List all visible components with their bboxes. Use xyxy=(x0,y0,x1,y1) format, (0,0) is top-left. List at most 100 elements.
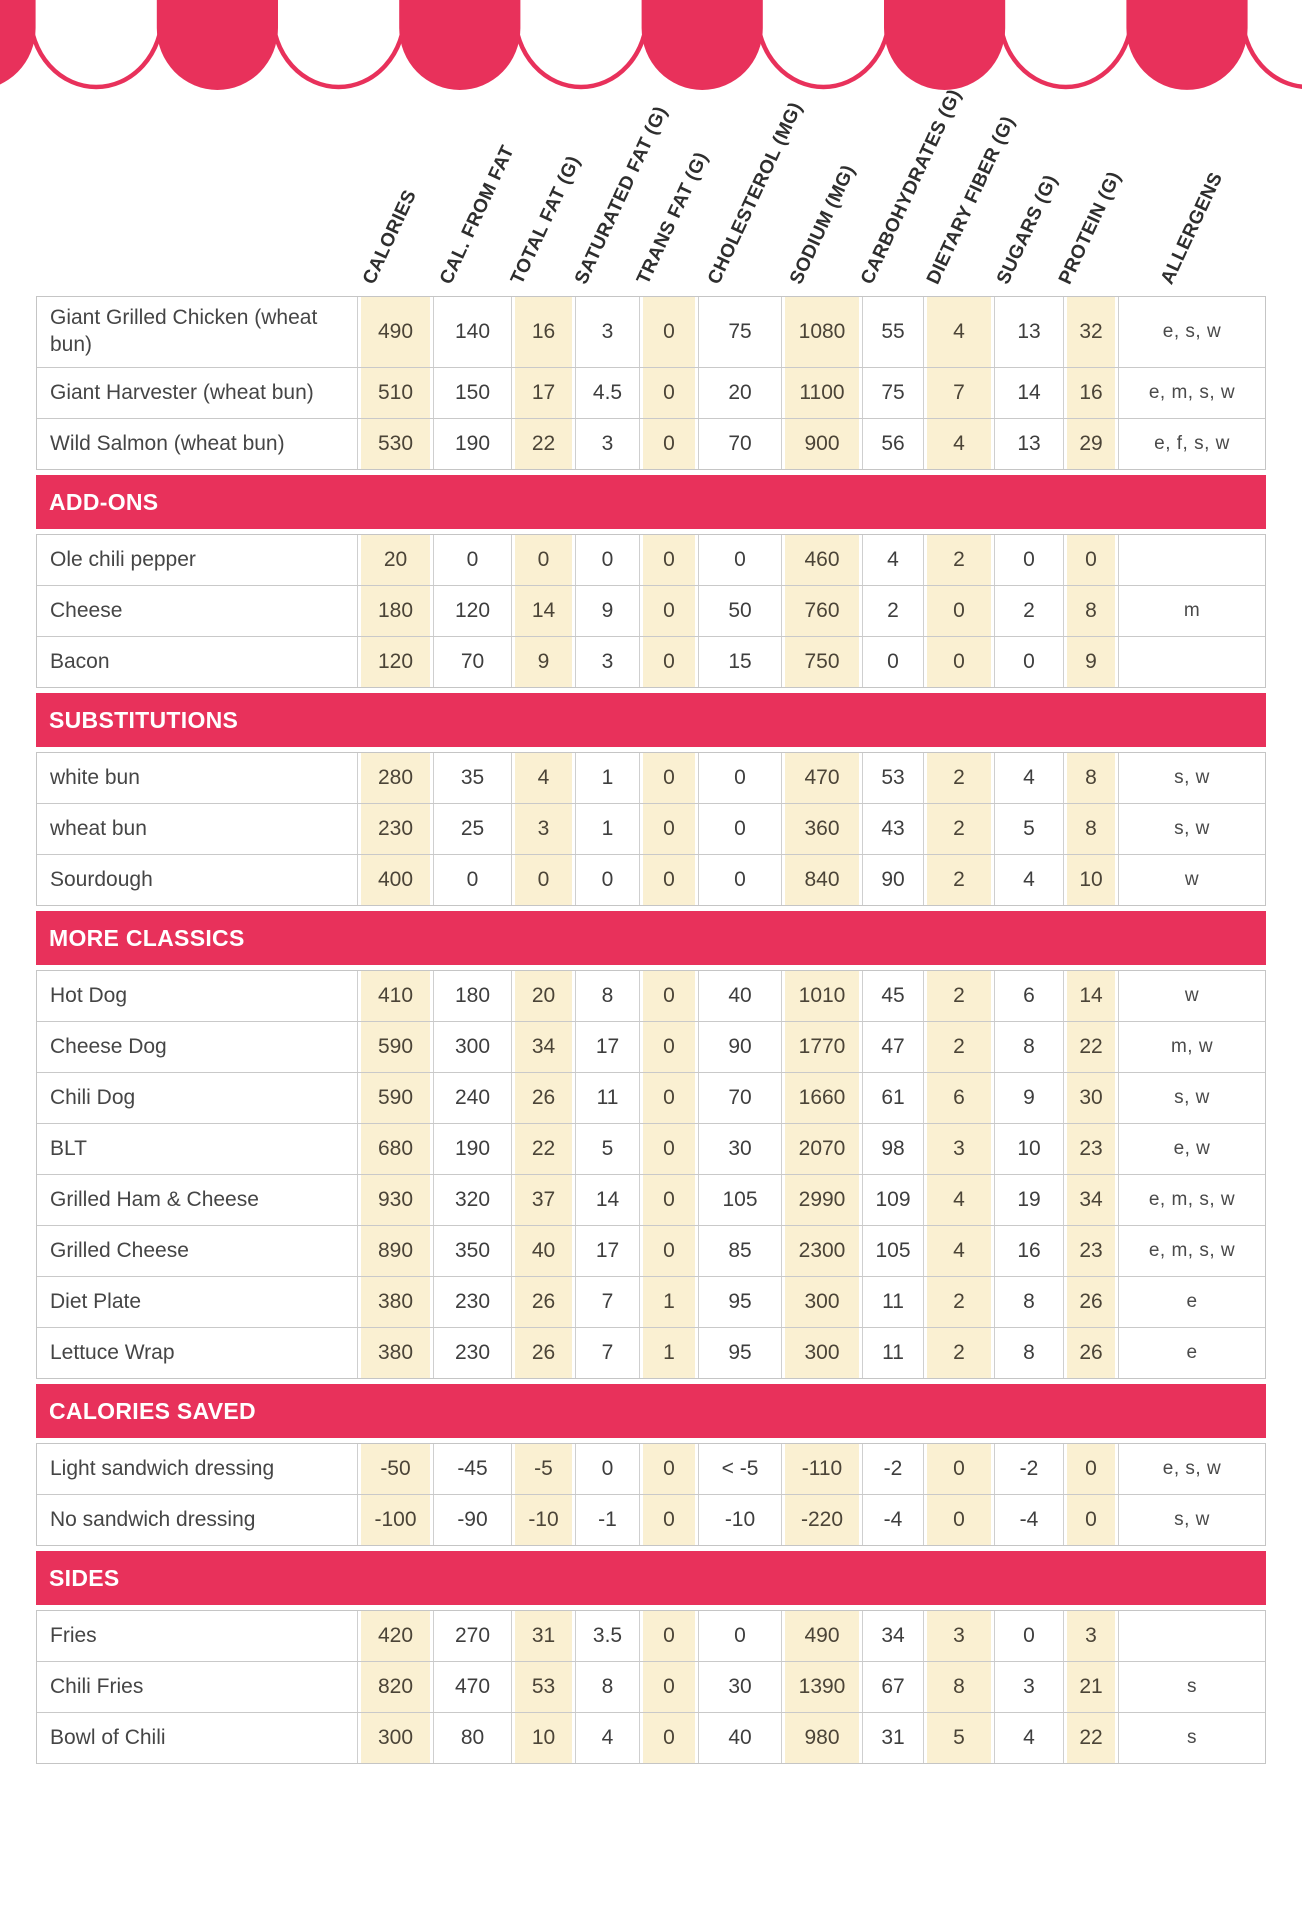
value-cell: 0 xyxy=(639,1073,698,1123)
value-cell: 11 xyxy=(575,1073,639,1123)
value-cell: 180 xyxy=(357,586,433,636)
value-cell: 98 xyxy=(862,1124,923,1174)
value-cell: 2 xyxy=(923,971,994,1021)
value-cell: 120 xyxy=(357,637,433,687)
allergen-cell: e, f, s, w xyxy=(1118,419,1265,469)
value-cell: 8 xyxy=(575,971,639,1021)
value-cell: 34 xyxy=(862,1611,923,1661)
item-name: Giant Grilled Chicken (wheat bun) xyxy=(50,306,318,356)
value-cell: 34 xyxy=(1063,1175,1118,1225)
value-cell: 14 xyxy=(994,368,1063,418)
allergen-cell: e, m, s, w xyxy=(1118,1226,1265,1276)
table-body: Giant Grilled Chicken (wheat bun) 490 140 1… xyxy=(36,296,1266,1764)
value-cell: 980 xyxy=(781,1713,862,1763)
allergen-cell: s, w xyxy=(1118,1073,1265,1123)
value-cell: 1 xyxy=(575,804,639,854)
value-cell: 9 xyxy=(994,1073,1063,1123)
table-row: Diet Plate 380 230 26 7 1 95 300 11 2 8 26 e xyxy=(37,1276,1265,1327)
value-cell: 590 xyxy=(357,1073,433,1123)
value-cell: 3 xyxy=(511,804,575,854)
value-cell: -50 xyxy=(357,1444,433,1494)
value-cell: 22 xyxy=(511,419,575,469)
table-row: Fries 420 270 31 3.5 0 0 490 34 3 0 3 xyxy=(37,1611,1265,1661)
section-table: white bun 280 35 4 1 0 0 470 53 2 4 8 s, w wheat bun 2… xyxy=(36,752,1266,906)
value-cell: 55 xyxy=(862,297,923,367)
value-cell: 3 xyxy=(923,1611,994,1661)
section-table: Light sandwich dressing -50 -45 -5 0 0 < -5 -11… xyxy=(36,1443,1266,1546)
table-row: Bacon 120 70 9 3 0 15 750 0 0 0 9 xyxy=(37,636,1265,687)
column-header: TOTAL FAT (G) xyxy=(507,152,585,288)
value-cell: 4 xyxy=(923,297,994,367)
value-cell: 26 xyxy=(511,1328,575,1378)
value-cell: 230 xyxy=(433,1328,511,1378)
value-cell: 14 xyxy=(575,1175,639,1225)
value-cell: 490 xyxy=(781,1611,862,1661)
value-cell: 13 xyxy=(994,297,1063,367)
value-cell: 2070 xyxy=(781,1124,862,1174)
value-cell: 0 xyxy=(639,419,698,469)
allergen-cell xyxy=(1118,1611,1265,1661)
value-cell: 0 xyxy=(639,1611,698,1661)
awning-white-scallop xyxy=(755,13,892,90)
value-cell: 360 xyxy=(781,804,862,854)
table-row: Lettuce Wrap 380 230 26 7 1 95 300 11 2 8 26 e xyxy=(37,1327,1265,1378)
value-cell: 16 xyxy=(994,1226,1063,1276)
table-row: No sandwich dressing -100 -90 -10 -1 0 -10 -220… xyxy=(37,1494,1265,1545)
value-cell: 45 xyxy=(862,971,923,1021)
value-cell: 1660 xyxy=(781,1073,862,1123)
value-cell: 16 xyxy=(511,297,575,367)
table-row: Hot Dog 410 180 20 8 0 40 1010 45 2 6 14 w xyxy=(37,971,1265,1021)
value-cell: 0 xyxy=(433,855,511,905)
value-cell: 26 xyxy=(1063,1277,1118,1327)
value-cell: 8 xyxy=(994,1022,1063,1072)
allergen-cell xyxy=(1118,535,1265,585)
table-row: Wild Salmon (wheat bun) 530 190 22 3 0 70 900 56… xyxy=(37,418,1265,469)
value-cell: 0 xyxy=(511,535,575,585)
value-cell: 0 xyxy=(639,971,698,1021)
allergen-cell xyxy=(1118,637,1265,687)
value-cell: 0 xyxy=(698,535,781,585)
value-cell: 6 xyxy=(923,1073,994,1123)
value-cell: 8 xyxy=(1063,804,1118,854)
value-cell: 3 xyxy=(994,1662,1063,1712)
value-cell: 53 xyxy=(862,753,923,803)
value-cell: 0 xyxy=(698,855,781,905)
value-cell: 2 xyxy=(923,753,994,803)
value-cell: 1770 xyxy=(781,1022,862,1072)
value-cell: 530 xyxy=(357,419,433,469)
value-cell: 1100 xyxy=(781,368,862,418)
section-table: Ole chili pepper 20 0 0 0 0 0 460 4 2 0 0 Cheese 180 1… xyxy=(36,534,1266,688)
value-cell: 6 xyxy=(994,971,1063,1021)
value-cell: 0 xyxy=(639,535,698,585)
value-cell: 21 xyxy=(1063,1662,1118,1712)
value-cell: 680 xyxy=(357,1124,433,1174)
value-cell: 0 xyxy=(639,1713,698,1763)
value-cell: 2300 xyxy=(781,1226,862,1276)
value-cell: 0 xyxy=(639,855,698,905)
value-cell: 190 xyxy=(433,419,511,469)
value-cell: 90 xyxy=(698,1022,781,1072)
value-cell: 13 xyxy=(994,419,1063,469)
section-title: CALORIES SAVED xyxy=(49,1397,256,1424)
column-header: SODIUM (MG) xyxy=(785,161,860,288)
awning-white-scallop xyxy=(1239,13,1302,89)
table-row: Chili Dog 590 240 26 11 0 70 1660 61 6 9 30 s, w xyxy=(37,1072,1265,1123)
value-cell: 4 xyxy=(575,1713,639,1763)
value-cell: 7 xyxy=(575,1277,639,1327)
value-cell: 95 xyxy=(698,1328,781,1378)
value-cell: 20 xyxy=(511,971,575,1021)
value-cell: 380 xyxy=(357,1277,433,1327)
value-cell: 11 xyxy=(862,1328,923,1378)
value-cell: 53 xyxy=(511,1662,575,1712)
value-cell: 4 xyxy=(923,1175,994,1225)
table-row: Light sandwich dressing -50 -45 -5 0 0 < -5 -11… xyxy=(37,1444,1265,1494)
value-cell: 30 xyxy=(698,1662,781,1712)
value-cell: 180 xyxy=(433,971,511,1021)
table-row: Grilled Ham & Cheese 930 320 37 14 0 105 2990 10… xyxy=(37,1174,1265,1225)
value-cell: 4 xyxy=(923,1226,994,1276)
value-cell: 840 xyxy=(781,855,862,905)
value-cell: 230 xyxy=(433,1277,511,1327)
value-cell: 7 xyxy=(923,368,994,418)
value-cell: < -5 xyxy=(698,1444,781,1494)
value-cell: 26 xyxy=(511,1073,575,1123)
